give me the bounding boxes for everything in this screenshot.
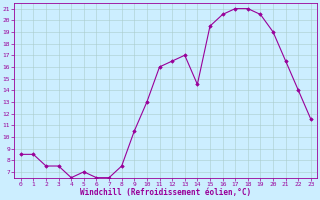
X-axis label: Windchill (Refroidissement éolien,°C): Windchill (Refroidissement éolien,°C) <box>80 188 252 197</box>
